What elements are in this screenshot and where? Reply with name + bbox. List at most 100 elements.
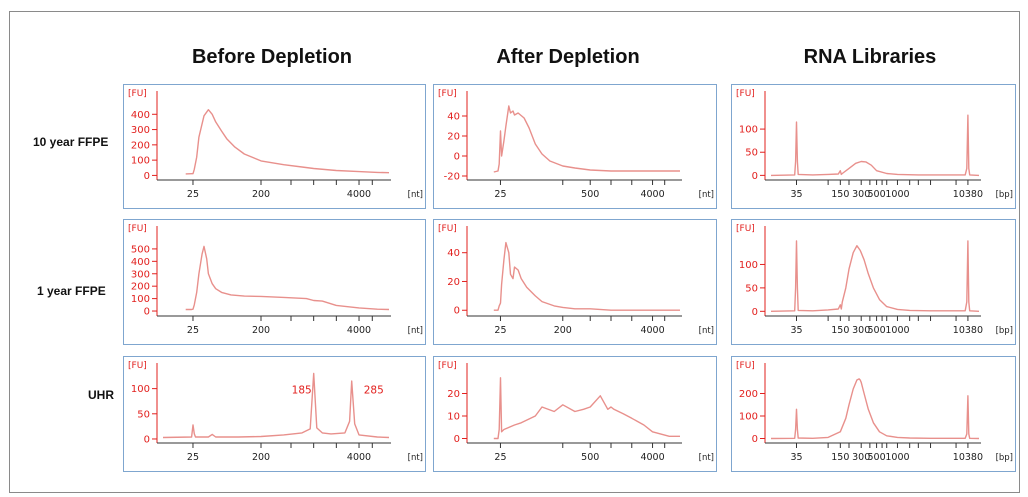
x-tick-label: 500 <box>868 452 886 463</box>
electropherogram-trace <box>493 241 680 311</box>
x-tick-label: 35 <box>790 452 802 463</box>
x-tick-label: 25 <box>494 325 506 336</box>
y-axis-label: [FU] <box>128 361 147 371</box>
x-tick-label: 500 <box>581 452 599 463</box>
x-tick-label: 10380 <box>953 189 983 200</box>
x-tick-label: 1000 <box>885 325 909 336</box>
y-tick-label: 0 <box>144 434 150 445</box>
x-tick-label: 500 <box>581 189 599 200</box>
x-unit-label: [bp] <box>996 190 1013 200</box>
x-tick-label: 150 <box>831 325 849 336</box>
x-tick-label: 10380 <box>953 452 983 463</box>
x-tick-label: 25 <box>494 452 506 463</box>
chart-panel-after-10y: [FU] -20 0 20 40 25 500 4000 [nt] <box>433 84 717 209</box>
x-unit-label: [bp] <box>996 326 1013 336</box>
y-tick-label: 40 <box>447 112 460 123</box>
x-tick-label: 4000 <box>347 325 371 336</box>
y-axis-label: [FU] <box>438 89 457 99</box>
y-axis-label: [FU] <box>736 224 755 234</box>
row-label-1-year-ffpe: 1 year FFPE <box>37 284 106 298</box>
x-unit-label: [nt] <box>408 453 423 463</box>
x-tick-label: 200 <box>252 325 270 336</box>
chart-panel-before-1y: [FU] 0 100 200 300 400 500 25 200 4000 [nt] <box>123 219 426 345</box>
x-tick-label: 25 <box>187 452 199 463</box>
y-tick-label: 10 <box>447 412 460 423</box>
electropherogram-trace <box>770 240 980 312</box>
y-tick-label: 0 <box>454 434 460 445</box>
y-tick-label: 20 <box>447 132 460 143</box>
y-tick-label: 0 <box>752 307 758 318</box>
y-tick-label: 20 <box>447 277 460 288</box>
y-tick-label: 100 <box>131 156 150 167</box>
x-tick-label: 150 <box>831 452 849 463</box>
peak-annotation: 185 <box>292 385 312 397</box>
chart-svg-after-uhr: [FU] 0 10 20 25 500 4000 [nt] <box>438 361 714 463</box>
y-axis-label: [FU] <box>128 224 147 234</box>
figure-frame <box>9 11 1020 493</box>
x-tick-label: 4000 <box>640 325 664 336</box>
x-tick-label: 300 <box>852 189 870 200</box>
electropherogram-trace <box>770 114 980 177</box>
x-tick-label: 200 <box>252 189 270 200</box>
x-tick-label: 200 <box>252 452 270 463</box>
y-tick-label: 500 <box>131 244 150 255</box>
x-tick-label: 4000 <box>347 452 371 463</box>
y-tick-label: 100 <box>739 412 758 423</box>
electropherogram-trace <box>493 105 680 173</box>
chart-panel-libraries-uhr: [FU] 0 100 200 35 150 300 500 1000 10380 [bp] <box>731 356 1016 472</box>
x-tick-label: 500 <box>868 189 886 200</box>
electropherogram-trace <box>185 109 390 175</box>
y-tick-label: 0 <box>752 171 758 182</box>
y-tick-label: 100 <box>739 260 758 271</box>
y-tick-label: 20 <box>447 389 460 400</box>
x-unit-label: [nt] <box>699 453 714 463</box>
y-axis-label: [FU] <box>438 361 457 371</box>
y-tick-label: 0 <box>144 171 150 182</box>
y-axis-label: [FU] <box>736 89 755 99</box>
column-title-after-depletion: After Depletion <box>496 46 640 68</box>
x-tick-label: 300 <box>852 452 870 463</box>
chart-panel-after-1y: [FU] 0 20 40 25 200 4000 [nt] <box>433 219 717 345</box>
y-tick-label: 0 <box>752 434 758 445</box>
x-tick-label: 1000 <box>885 189 909 200</box>
x-unit-label: [nt] <box>699 190 714 200</box>
y-tick-label: 0 <box>454 152 460 163</box>
y-axis-label: [FU] <box>736 361 755 371</box>
y-tick-label: 400 <box>131 257 150 268</box>
electropherogram-trace <box>185 245 390 311</box>
x-tick-label: 4000 <box>640 189 664 200</box>
x-unit-label: [nt] <box>408 190 423 200</box>
x-tick-label: 35 <box>790 325 802 336</box>
electropherogram-trace <box>493 377 680 440</box>
chart-panel-before-10y: [FU] 0 100 200 300 400 25 200 4000 [nt] <box>123 84 426 209</box>
y-tick-label: 50 <box>745 283 758 294</box>
x-tick-label: 150 <box>831 189 849 200</box>
y-axis-label: [FU] <box>438 224 457 234</box>
x-tick-label: 200 <box>554 325 572 336</box>
row-label-10-year-ffpe: 10 year FFPE <box>33 135 109 149</box>
y-axis-label: [FU] <box>128 89 147 99</box>
x-tick-label: 500 <box>868 325 886 336</box>
row-label-uhr: UHR <box>88 388 114 402</box>
x-tick-label: 25 <box>187 189 199 200</box>
x-tick-label: 1000 <box>885 452 909 463</box>
y-tick-label: 0 <box>454 306 460 317</box>
chart-panel-libraries-10y: [FU] 0 50 100 35 150 300 500 1000 10380 [bp] <box>731 84 1016 209</box>
electropherogram-trace <box>770 378 980 440</box>
y-tick-label: 100 <box>131 294 150 305</box>
y-tick-label: 100 <box>131 384 150 395</box>
chart-panel-after-uhr: [FU] 0 10 20 25 500 4000 [nt] <box>433 356 717 472</box>
x-unit-label: [nt] <box>408 326 423 336</box>
chart-panel-before-uhr: [FU] 0 50 100 25 200 4000 [nt] 185 285 <box>123 356 426 472</box>
x-tick-label: 25 <box>494 189 506 200</box>
chart-svg-after-1y: [FU] 0 20 40 25 200 4000 [nt] <box>438 224 714 336</box>
chart-svg-before-uhr: [FU] 0 50 100 25 200 4000 [nt] 185 285 <box>128 361 423 463</box>
y-tick-label: 200 <box>739 389 758 400</box>
peak-annotation: 285 <box>364 385 384 397</box>
y-tick-label: 50 <box>745 148 758 159</box>
y-tick-label: 0 <box>144 307 150 318</box>
y-tick-label: 400 <box>131 110 150 121</box>
